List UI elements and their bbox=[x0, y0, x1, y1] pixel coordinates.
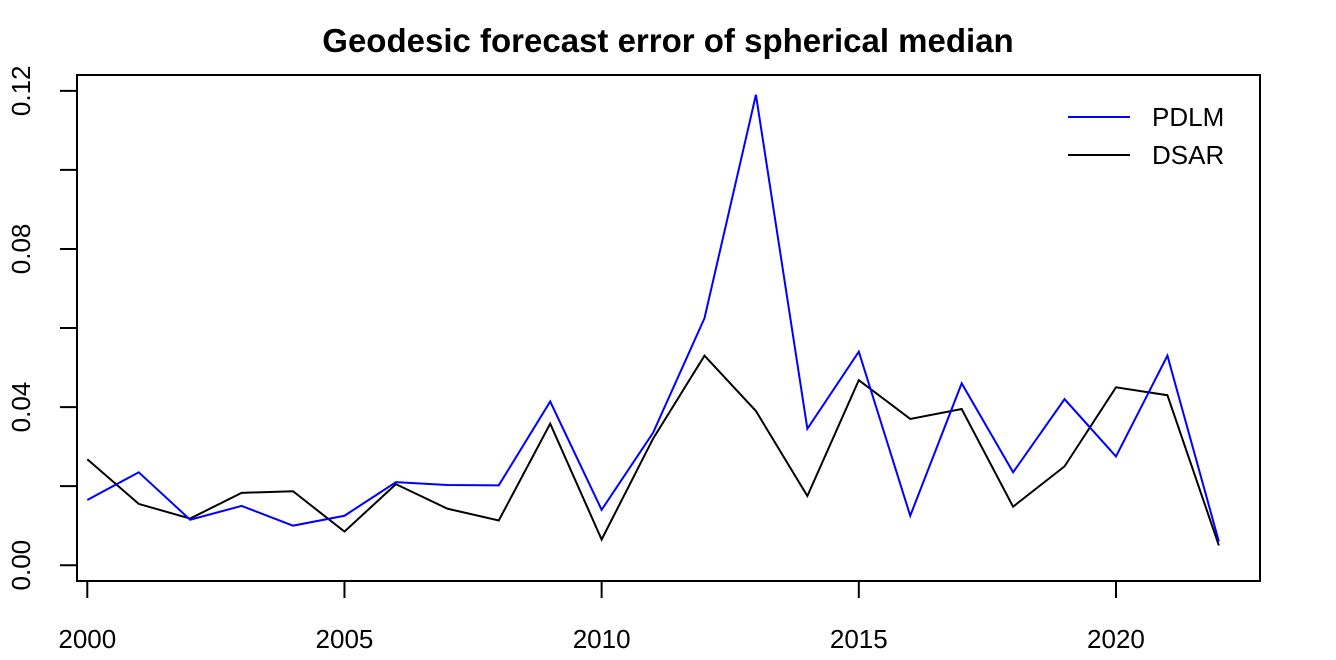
y-tick-label: 0.08 bbox=[6, 224, 36, 275]
y-tick-label: 0.04 bbox=[6, 382, 36, 433]
legend: PDLM DSAR bbox=[1068, 102, 1224, 170]
series-layer bbox=[86, 94, 1220, 546]
x-axis: 2000 2005 2010 2015 2020 bbox=[58, 580, 1145, 654]
series-line-pdlm bbox=[86, 94, 1220, 542]
plot-frame bbox=[76, 74, 1261, 582]
y-tick-label: 0.12 bbox=[6, 66, 36, 117]
x-tick-label: 2010 bbox=[573, 624, 631, 654]
y-tick-label: 0.00 bbox=[6, 540, 36, 591]
chart-title: Geodesic forecast error of spherical med… bbox=[322, 22, 1013, 59]
y-axis: 0.00 0.04 0.08 0.12 bbox=[6, 66, 78, 591]
x-tick-label: 2015 bbox=[830, 624, 888, 654]
x-tick-label: 2020 bbox=[1087, 624, 1145, 654]
x-tick-label: 2005 bbox=[316, 624, 374, 654]
legend-label-dsar: DSAR bbox=[1152, 140, 1224, 170]
x-tick-label: 2000 bbox=[58, 624, 116, 654]
legend-label-pdlm: PDLM bbox=[1152, 102, 1224, 132]
series-line-dsar bbox=[86, 354, 1220, 546]
